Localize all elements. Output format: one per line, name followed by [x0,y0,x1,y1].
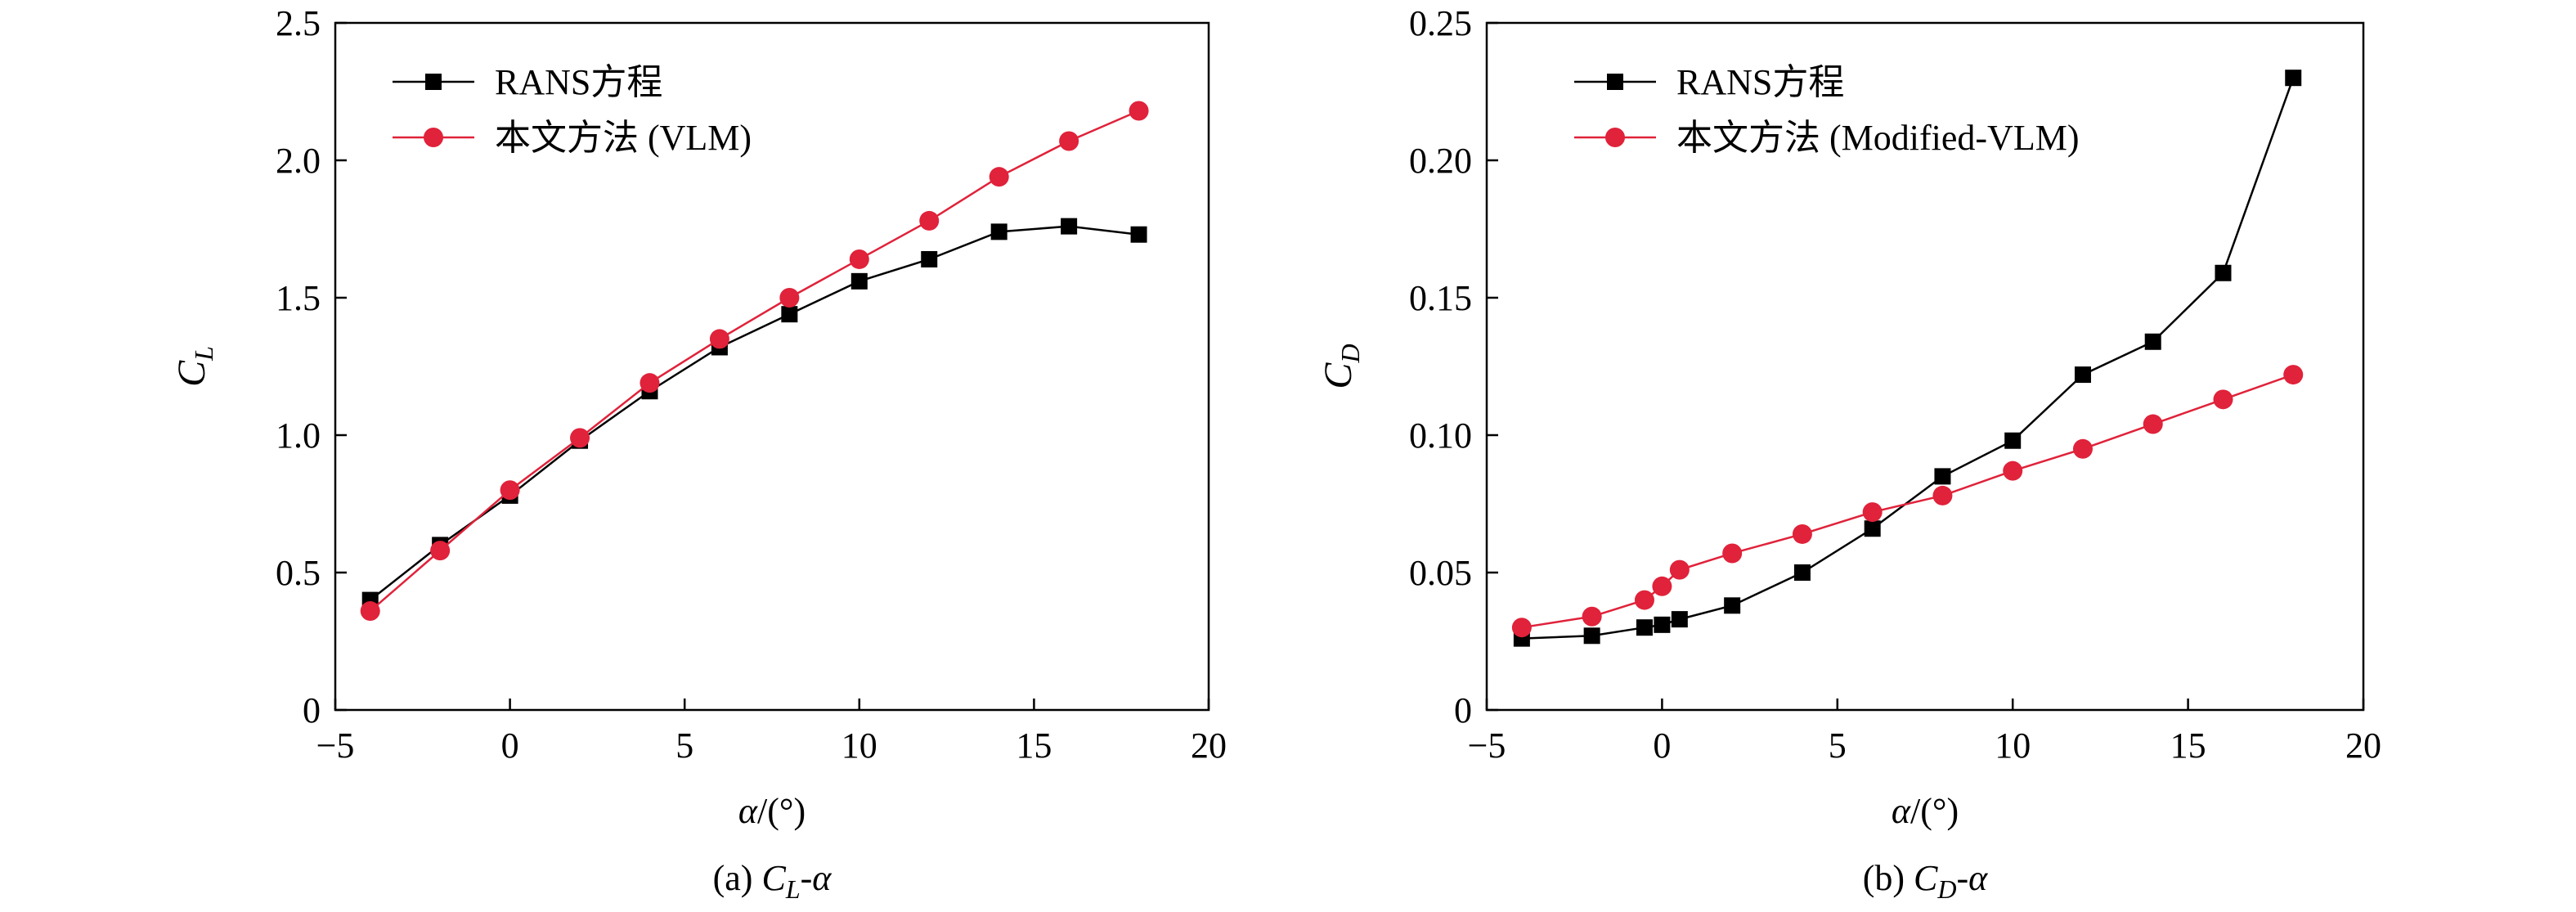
plot-frame [334,21,1210,712]
y-tick-label: 1.0 [276,416,321,456]
data-point [919,210,940,231]
legend-label: 本文方法 (Modified-VLM) [1676,118,2080,158]
series-line [369,225,1139,601]
data-point [1792,523,1812,544]
series-rans [361,218,1147,609]
chart-cd-alpha: −5 0 5 10 15 2000.050.100.150.200.25α/(°)CD(b… [1317,3,2381,904]
y-axis-label: CL [170,346,218,387]
data-point [1636,619,1653,636]
x-tick-label: 15 [2170,726,2206,766]
data-point [2003,460,2023,481]
data-point [1862,502,1883,523]
legend-entry: 本文方法 (Modified-VLM) [1574,118,2080,158]
y-axis-label: CD [1317,344,1365,389]
data-point [850,272,868,290]
series-vlm [360,101,1149,622]
data-point [1059,131,1079,151]
y-tick-label: 0 [1454,690,1472,730]
data-point [921,250,938,267]
x-tick-label: 10 [1995,726,2031,766]
legend-marker [425,74,442,90]
data-point [2144,333,2161,350]
y-tick-label: 0.15 [1409,278,1472,318]
series-vlm [1511,365,2304,638]
plot-frame [1485,21,2365,712]
data-point [1582,606,1602,627]
y-tick-label: 1.5 [276,278,321,318]
x-tick-label: 20 [2345,726,2381,766]
data-point [1129,101,1149,121]
y-tick-label: 2.0 [276,141,321,181]
x-axis-label: α/(°) [738,791,806,831]
y-tick-label: 0.25 [1409,3,1472,43]
data-point [1864,520,1881,537]
x-tick-label: −5 [1468,726,1506,766]
data-point [2215,264,2232,281]
data-point [709,329,729,349]
data-point [2285,70,2302,87]
data-point [360,601,380,622]
y-tick-label: 0.10 [1409,416,1472,456]
data-point [1061,218,1078,235]
legend-entry: RANS方程 [393,62,662,102]
y-tick-label: 0.20 [1409,141,1472,181]
x-tick-label: 20 [1191,726,1227,766]
x-tick-label: 5 [675,726,693,766]
x-tick-label: 10 [841,726,877,766]
series-line [369,110,1140,612]
legend-marker [424,128,443,147]
data-point [1932,485,1953,505]
data-point [570,428,590,448]
y-tick-label: 0 [303,690,321,730]
data-point [2143,414,2163,434]
data-point [849,249,869,269]
legend-label: RANS方程 [1676,62,1844,102]
data-point [2213,389,2233,410]
legend-marker [1605,128,1625,147]
data-point [1511,618,1532,638]
data-point [2283,365,2304,385]
series-line [1521,373,2294,629]
y-tick-label: 0.5 [276,553,321,593]
figure-caption: (a) CL-α [713,858,832,904]
y-tick-label: 0.05 [1409,553,1472,593]
data-point [1722,543,1743,564]
data-point [1583,627,1600,645]
x-axis-label: α/(°) [1892,791,1959,831]
x-tick-label: 0 [501,726,519,766]
figure-caption: (b) CD-α [1863,858,1988,904]
series-line [1521,77,2295,640]
data-point [989,167,1009,187]
data-point [990,223,1008,240]
data-point [781,306,798,323]
x-tick-label: 15 [1016,726,1052,766]
legend-label: 本文方法 (VLM) [495,118,752,158]
legend-label: RANS方程 [495,62,662,102]
data-point [1669,559,1690,580]
data-point [1671,611,1688,628]
data-point [1724,597,1741,614]
data-point [1634,590,1654,610]
data-point [1654,616,1671,633]
data-point [1934,468,1951,485]
data-point [1793,564,1811,581]
legend-marker [1607,74,1623,90]
x-tick-label: −5 [316,726,355,766]
legend-entry: 本文方法 (VLM) [393,118,752,158]
data-point [500,480,520,501]
data-point [779,288,800,308]
data-point [2004,432,2022,449]
data-point [1130,226,1147,243]
data-point [640,373,660,393]
x-tick-label: 0 [1653,726,1671,766]
data-point [1652,576,1672,596]
data-point [2074,366,2091,384]
data-point [430,541,451,561]
legend-entry: RANS方程 [1574,62,1844,102]
y-tick-label: 2.5 [276,3,321,43]
x-tick-label: 5 [1829,726,1847,766]
data-point [2072,438,2093,459]
